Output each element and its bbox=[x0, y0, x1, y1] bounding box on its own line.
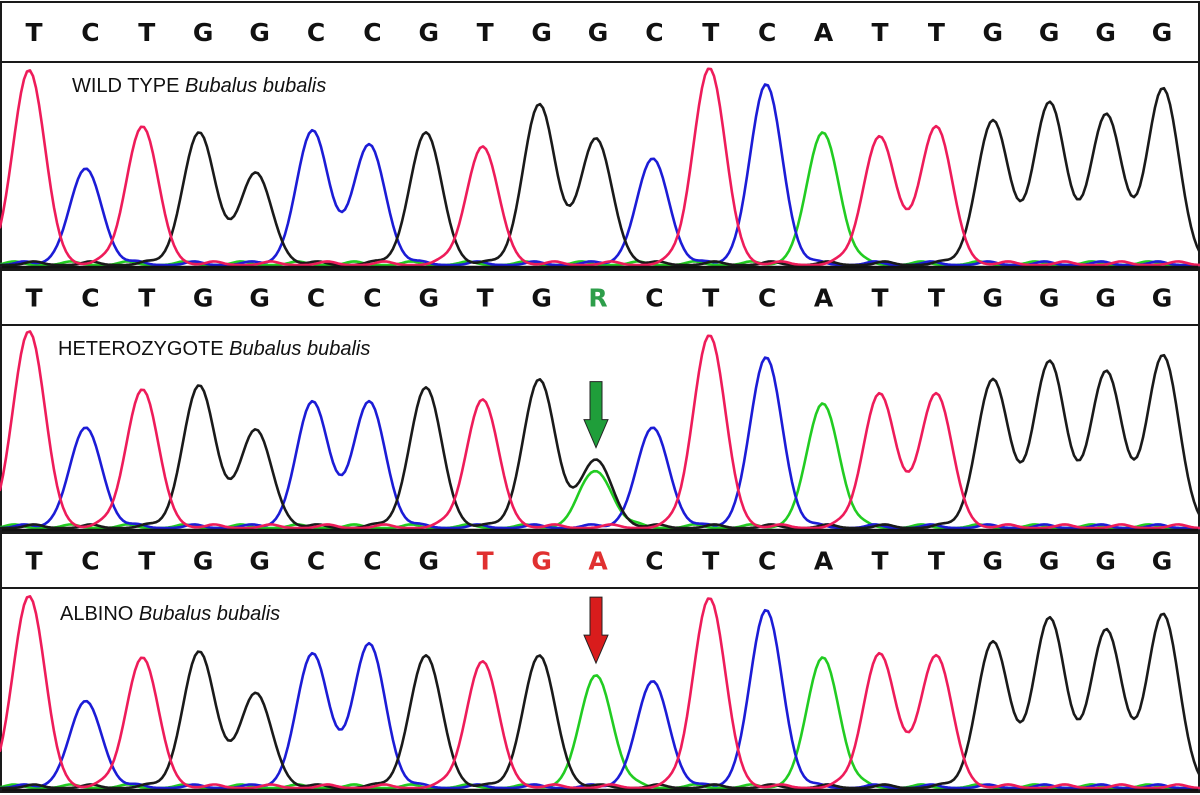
base-call-letter: G bbox=[1152, 18, 1173, 47]
base-call-letter: G bbox=[531, 547, 552, 576]
base-call-letter: T bbox=[928, 18, 945, 47]
trace-C bbox=[0, 83, 1200, 267]
base-call-letter: T bbox=[702, 547, 719, 576]
sample-label-main: ALBINO bbox=[60, 603, 139, 625]
base-call-letter: G bbox=[1152, 284, 1173, 313]
base-call-letter: G bbox=[1095, 547, 1116, 576]
base-call-letter: T bbox=[477, 18, 494, 47]
base-call-letter: T bbox=[928, 547, 945, 576]
base-call-letter: T bbox=[25, 18, 42, 47]
base-call-letter: G bbox=[1039, 547, 1060, 576]
base-call-letter: T bbox=[138, 547, 155, 576]
base-call-letter: T bbox=[477, 284, 494, 313]
base-call-letter: T bbox=[25, 547, 42, 576]
trace-group bbox=[0, 595, 1200, 790]
base-call-letter: T bbox=[25, 284, 42, 313]
base-call-letter: C bbox=[645, 547, 663, 576]
mutation-arrow-icon bbox=[583, 596, 609, 665]
base-call-letter: C bbox=[758, 547, 776, 576]
trace-G bbox=[0, 86, 1200, 267]
base-call-letter: T bbox=[871, 547, 888, 576]
base-call-letter: C bbox=[81, 284, 99, 313]
base-call-letter: G bbox=[1152, 547, 1173, 576]
base-call-letter: G bbox=[588, 18, 609, 47]
base-call-letter: R bbox=[588, 284, 607, 313]
base-call-letter: G bbox=[531, 284, 552, 313]
trace-T bbox=[0, 67, 1200, 267]
base-call-letter: G bbox=[249, 547, 270, 576]
base-call-letter: C bbox=[81, 18, 99, 47]
base-call-letter: G bbox=[1095, 18, 1116, 47]
base-call-letter: G bbox=[419, 18, 440, 47]
sample-label-species: Bubalus bubalis bbox=[185, 75, 326, 97]
base-call-letter: G bbox=[419, 547, 440, 576]
base-call-letter: C bbox=[363, 284, 381, 313]
base-call-letter: A bbox=[814, 18, 834, 47]
base-call-letter: C bbox=[758, 284, 776, 313]
base-call-letter: G bbox=[983, 284, 1004, 313]
base-call-letter: G bbox=[1039, 18, 1060, 47]
base-call-letter: G bbox=[419, 284, 440, 313]
base-call-letter: T bbox=[871, 284, 888, 313]
panel-heterozygote: T C T G G C C G T G R C T C A T T G G G G HETEROZYGOTE Bubalu… bbox=[0, 269, 1200, 533]
sample-label-main: HETEROZYGOTE bbox=[58, 338, 229, 360]
trace-frame bbox=[0, 587, 1200, 793]
panel-wild-type: T C T G G C C G T G G C T C A T T G G G G WILD TYPE Bubalus b… bbox=[0, 1, 1200, 270]
base-call-letter: C bbox=[758, 18, 776, 47]
base-call-letter: G bbox=[249, 284, 270, 313]
base-call-letter: A bbox=[814, 284, 834, 313]
base-call-letter: G bbox=[1039, 284, 1060, 313]
sample-label: HETEROZYGOTE Bubalus bubalis bbox=[58, 338, 370, 360]
base-call-letter: A bbox=[814, 547, 834, 576]
base-call-letter: C bbox=[307, 547, 325, 576]
base-call-letter: G bbox=[983, 547, 1004, 576]
mutation-arrow-icon bbox=[583, 381, 609, 449]
sample-label-species: Bubalus bubalis bbox=[229, 338, 370, 360]
base-call-letter: T bbox=[702, 18, 719, 47]
base-call-letter: T bbox=[871, 18, 888, 47]
base-call-letter: C bbox=[363, 18, 381, 47]
base-call-letter: C bbox=[307, 18, 325, 47]
base-call-letter: G bbox=[249, 18, 270, 47]
sample-label: ALBINO Bubalus bubalis bbox=[60, 603, 280, 625]
trace-T bbox=[0, 330, 1200, 530]
trace-T bbox=[0, 595, 1200, 790]
base-call-letter: T bbox=[477, 547, 494, 576]
trace-group bbox=[0, 67, 1200, 267]
base-call-letter: C bbox=[645, 284, 663, 313]
base-call-letter: C bbox=[81, 547, 99, 576]
base-call-letter: T bbox=[138, 18, 155, 47]
base-call-letter: G bbox=[1095, 284, 1116, 313]
sample-label: WILD TYPE Bubalus bubalis bbox=[72, 75, 326, 97]
base-call-letter: A bbox=[588, 547, 608, 576]
base-call-letter: G bbox=[193, 284, 214, 313]
base-call-letter: C bbox=[363, 547, 381, 576]
trace-G bbox=[0, 353, 1200, 530]
base-call-letter: G bbox=[193, 18, 214, 47]
panel-albino: T C T G G C C G T G A C T C A T T G G G G ALBINO Bubalus buba… bbox=[0, 532, 1200, 793]
base-call-letter: C bbox=[307, 284, 325, 313]
base-call-letter: T bbox=[928, 284, 945, 313]
base-call-letter: G bbox=[193, 547, 214, 576]
sample-label-main: WILD TYPE bbox=[72, 75, 185, 97]
trace-group bbox=[0, 330, 1200, 530]
base-call-letter: T bbox=[702, 284, 719, 313]
base-call-letter: C bbox=[645, 18, 663, 47]
base-call-letter: G bbox=[531, 18, 552, 47]
base-call-letter: G bbox=[983, 18, 1004, 47]
base-call-letter: T bbox=[138, 284, 155, 313]
trace-G bbox=[0, 612, 1200, 790]
sample-label-species: Bubalus bubalis bbox=[139, 603, 280, 625]
